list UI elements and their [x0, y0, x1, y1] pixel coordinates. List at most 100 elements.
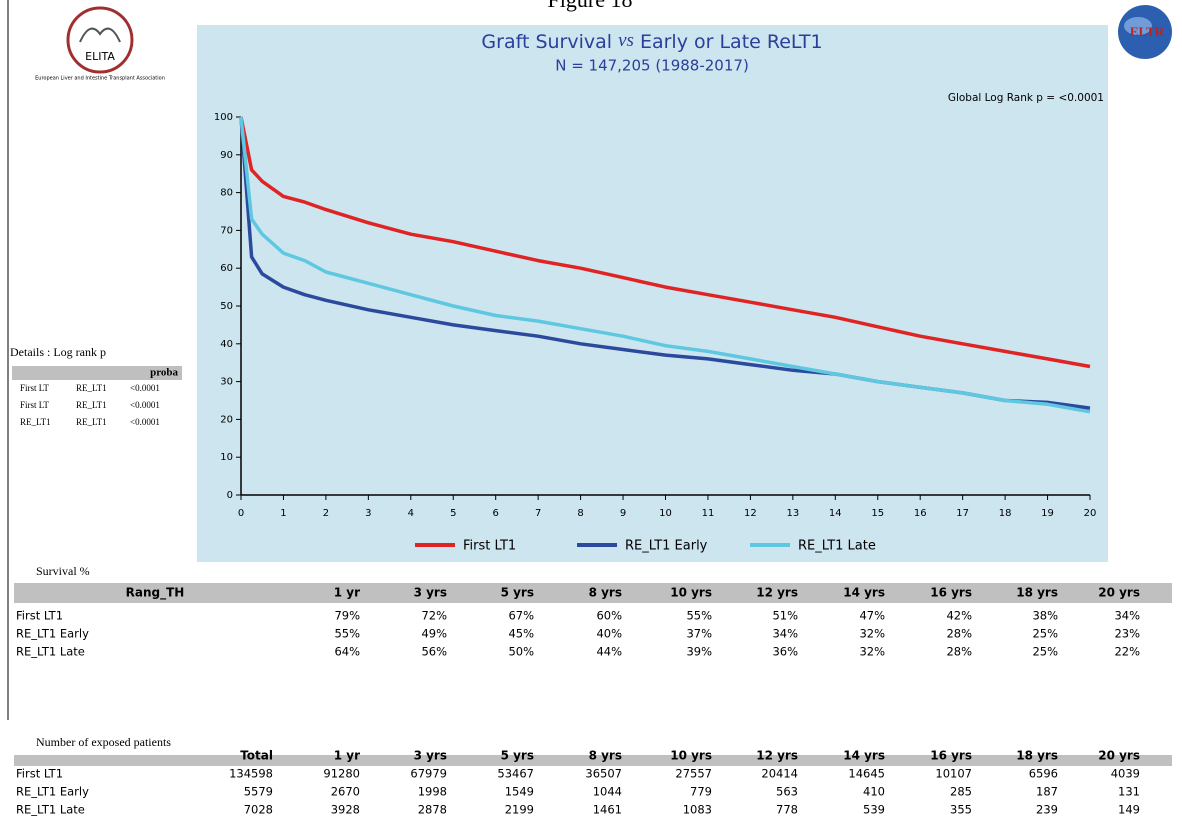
table-cell: 50%: [508, 645, 534, 659]
table-cell: 14645: [848, 767, 885, 781]
logo-name: ELTR: [1130, 24, 1165, 39]
table-header: 12 yrs: [756, 749, 798, 763]
elita-logo: ELITA European Liver and Intestine Trans…: [35, 6, 165, 82]
table-header: 8 yrs: [589, 749, 622, 763]
x-tick-label: 2: [323, 508, 329, 519]
table-cell: 28%: [946, 645, 972, 659]
table-cell: 36%: [772, 645, 798, 659]
table-cell: 55%: [334, 627, 360, 641]
legend-label: RE_LT1 Late: [798, 539, 876, 554]
table-cell: 2878: [418, 803, 447, 817]
table-header: 1 yr: [334, 586, 360, 600]
x-tick-label: 9: [620, 508, 626, 519]
legend-label: First LT1: [463, 539, 516, 554]
table-cell: 3928: [331, 803, 360, 817]
details-cell: <0.0001: [130, 417, 160, 427]
table-cell: 2199: [505, 803, 534, 817]
x-tick-label: 3: [365, 508, 371, 519]
table-header: 14 yrs: [843, 749, 885, 763]
table-cell: 38%: [1032, 609, 1058, 623]
table-cell: 25%: [1032, 627, 1058, 641]
details-header: proba: [150, 367, 178, 379]
table-cell: 20414: [761, 767, 798, 781]
table-cell: 56%: [421, 645, 447, 659]
row-label: RE_LT1 Early: [16, 627, 89, 641]
table-cell: 7028: [244, 803, 273, 817]
row-label: RE_LT1 Late: [16, 803, 85, 817]
table-header: 5 yrs: [501, 749, 534, 763]
y-tick-label: 70: [220, 225, 233, 236]
logo-caption: European Liver and Intestine Transplant …: [35, 76, 165, 82]
table-header: 16 yrs: [930, 586, 972, 600]
table-cell: 34%: [1114, 609, 1140, 623]
title-part: Graft Survival: [481, 31, 612, 53]
table-cell: 410: [863, 785, 885, 799]
table-cell: 42%: [946, 609, 972, 623]
details-title: Details : Log rank p: [10, 345, 106, 359]
table-cell: 47%: [859, 609, 885, 623]
x-tick-label: 12: [744, 508, 757, 519]
table-cell: 355: [950, 803, 972, 817]
table-header: 20 yrs: [1098, 586, 1140, 600]
table-cell: 1044: [593, 785, 622, 799]
table-header: 16 yrs: [930, 749, 972, 763]
table-cell: 134598: [229, 767, 273, 781]
table-header: 8 yrs: [589, 586, 622, 600]
table-cell: 23%: [1114, 627, 1140, 641]
figure-title: Figure 18: [548, 0, 633, 12]
table-cell: 79%: [334, 609, 360, 623]
table-cell: 64%: [334, 645, 360, 659]
table-cell: 539: [863, 803, 885, 817]
x-tick-label: 8: [577, 508, 583, 519]
series-line: [239, 116, 1091, 369]
table-cell: 779: [690, 785, 712, 799]
table-cell: 44%: [596, 645, 622, 659]
y-tick-label: 80: [220, 188, 233, 199]
details-cell: RE_LT1: [76, 383, 107, 393]
table-cell: 37%: [686, 627, 712, 641]
table-header: Total: [240, 749, 273, 763]
eltr-logo: ELTR: [1118, 5, 1172, 59]
x-tick-label: 16: [914, 508, 927, 519]
table-cell: 1998: [418, 785, 447, 799]
x-tick-label: 0: [238, 508, 244, 519]
table-header: 12 yrs: [756, 586, 798, 600]
table-cell: 34%: [772, 627, 798, 641]
details-cell: RE_LT1: [76, 417, 107, 427]
x-tick-label: 17: [956, 508, 969, 519]
table-cell: 1549: [505, 785, 534, 799]
series-line: [239, 116, 1091, 414]
table-header: 5 yrs: [501, 586, 534, 600]
chart-panel: [197, 25, 1108, 562]
x-tick-label: 15: [871, 508, 884, 519]
table-cell: 2670: [331, 785, 360, 799]
x-tick-label: 13: [786, 508, 799, 519]
x-tick-label: 20: [1084, 508, 1097, 519]
table-header: 10 yrs: [670, 749, 712, 763]
table-cell: 1083: [683, 803, 712, 817]
details-cell: First LT: [20, 400, 49, 410]
table-label: Number of exposed patients: [36, 735, 171, 749]
table-cell: 778: [776, 803, 798, 817]
table-header-band: [14, 583, 1172, 603]
table-cell: 32%: [859, 645, 885, 659]
y-tick-label: 0: [227, 490, 233, 501]
table-header: 18 yrs: [1016, 749, 1058, 763]
table-cell: 45%: [508, 627, 534, 641]
x-tick-label: 6: [493, 508, 499, 519]
table-cell: 563: [776, 785, 798, 799]
table-cell: 1461: [593, 803, 622, 817]
details-cell: RE_LT1: [76, 400, 107, 410]
table-header: 3 yrs: [414, 586, 447, 600]
details-cell: <0.0001: [130, 383, 160, 393]
y-tick-label: 60: [220, 263, 233, 274]
details-cell: First LT: [20, 383, 49, 393]
row-label: First LT1: [16, 609, 63, 623]
table-cell: 53467: [497, 767, 534, 781]
y-tick-label: 100: [214, 112, 233, 123]
table-cell: 91280: [323, 767, 360, 781]
row-label: First LT1: [16, 767, 63, 781]
table-header: 14 yrs: [843, 586, 885, 600]
table-cell: 28%: [946, 627, 972, 641]
table-header: 10 yrs: [670, 586, 712, 600]
